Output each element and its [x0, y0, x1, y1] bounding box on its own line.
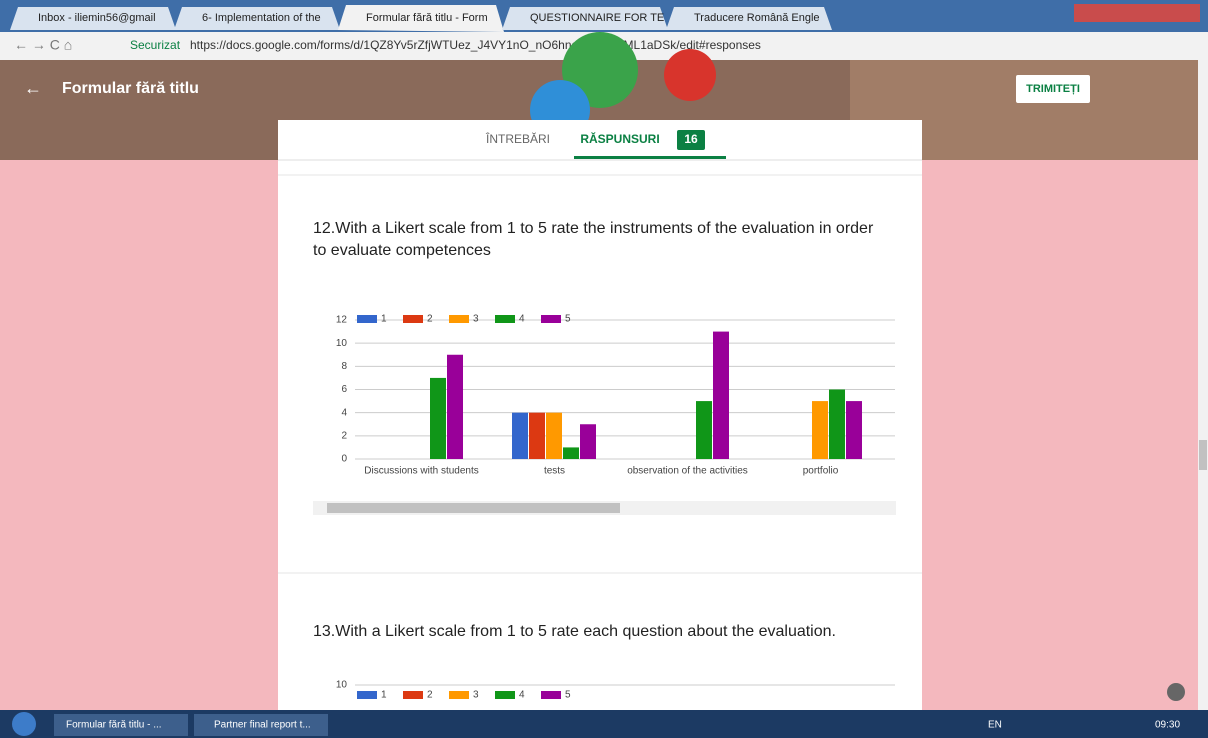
- url[interactable]: https://docs.google.com/forms/d/1QZ8Yv5r…: [190, 38, 761, 52]
- tab-title: Traducere Română Engle: [694, 12, 820, 24]
- back-arrow[interactable]: ←: [24, 78, 42, 98]
- legend-label: 2: [427, 314, 433, 325]
- x-tick-label: observation of the activities: [627, 466, 748, 477]
- y-tick-label: 4: [341, 407, 347, 418]
- question-text: 12.With a Likert scale from 1 to 5 rate …: [313, 218, 883, 262]
- legend-label: 5: [565, 314, 571, 325]
- legend-label: 1: [381, 314, 387, 325]
- bar: [713, 332, 729, 459]
- bar: [563, 447, 579, 459]
- legend-label: 1: [381, 690, 387, 701]
- y-tick-label: 12: [336, 315, 348, 326]
- legend-swatch: [357, 315, 377, 323]
- tab-title: QUESTIONNAIRE FOR TE: [530, 12, 664, 24]
- page: {"browser": {"tabs": ["Inbox - iliemin56…: [0, 0, 1208, 738]
- legend-swatch: [495, 691, 515, 699]
- question-text: 13.With a Likert scale from 1 to 5 rate …: [313, 623, 836, 640]
- questions-tab[interactable]: ÎNTREBĂRI: [485, 131, 550, 146]
- legend-swatch: [403, 315, 423, 323]
- bar: [529, 413, 545, 459]
- x-tick-label: Discussions with students: [364, 466, 479, 477]
- legend-swatch: [449, 315, 469, 323]
- legend-swatch: [541, 315, 561, 323]
- bar: [447, 355, 463, 459]
- y-tick-label: 6: [341, 384, 347, 395]
- taskbar-label: Formular fără titlu - ...: [66, 720, 162, 731]
- clock: 09:30: [1155, 720, 1180, 731]
- legend-swatch: [541, 691, 561, 699]
- legend-label: 4: [519, 690, 525, 701]
- help-button[interactable]: [1167, 683, 1185, 701]
- start-button[interactable]: [12, 712, 36, 736]
- legend-swatch: [357, 691, 377, 699]
- tab-title: 6- Implementation of the: [202, 12, 321, 24]
- y-tick-label: 8: [341, 361, 347, 372]
- scroll-thumb[interactable]: [1199, 440, 1207, 470]
- nav-buttons[interactable]: ← → C ⌂: [14, 37, 72, 53]
- window-controls[interactable]: [1074, 4, 1200, 22]
- bar: [696, 401, 712, 459]
- y-tick-label: 0: [341, 454, 347, 465]
- legend-label: 3: [473, 690, 479, 701]
- legend-label: 4: [519, 314, 525, 325]
- legend-swatch: [449, 691, 469, 699]
- responses-tab[interactable]: RĂSPUNSURI: [580, 131, 659, 146]
- language: EN: [988, 720, 1002, 731]
- form-title: Formular fără titlu: [62, 80, 199, 97]
- scroll-thumb[interactable]: [327, 503, 620, 513]
- taskbar-label: Partner final report t...: [214, 720, 311, 731]
- y-tick-label: 10: [336, 338, 348, 349]
- tab-title: Inbox - iliemin56@gmail: [38, 12, 156, 24]
- send-button-label: TRIMITEȚI: [1026, 83, 1080, 95]
- legend-swatch: [403, 691, 423, 699]
- bar: [430, 378, 446, 459]
- legend-label: 2: [427, 690, 433, 701]
- bar: [812, 401, 828, 459]
- legend-label: 3: [473, 314, 479, 325]
- response-count: 16: [684, 132, 698, 146]
- bar: [546, 413, 562, 459]
- tab-indicator: [574, 156, 726, 159]
- bar: [580, 424, 596, 459]
- bar: [512, 413, 528, 459]
- bar: [846, 401, 862, 459]
- v-scrollbar[interactable]: [1198, 60, 1208, 710]
- tab-title: Formular fără titlu - Form: [366, 12, 488, 24]
- balloon: [664, 49, 716, 101]
- legend-label: 5: [565, 690, 571, 701]
- bar: [829, 390, 845, 460]
- x-tick-label: portfolio: [803, 466, 839, 477]
- screen: Inbox - iliemin56@gmail 6- Implementatio…: [0, 0, 1208, 738]
- question-box: 12.With a Likert scale from 1 to 5 rate …: [313, 218, 883, 270]
- secure-label: Securizat: [130, 38, 181, 52]
- x-tick-label: tests: [544, 466, 565, 477]
- y-tick-label: 10: [336, 680, 348, 691]
- legend-swatch: [495, 315, 515, 323]
- y-tick-label: 2: [341, 430, 347, 441]
